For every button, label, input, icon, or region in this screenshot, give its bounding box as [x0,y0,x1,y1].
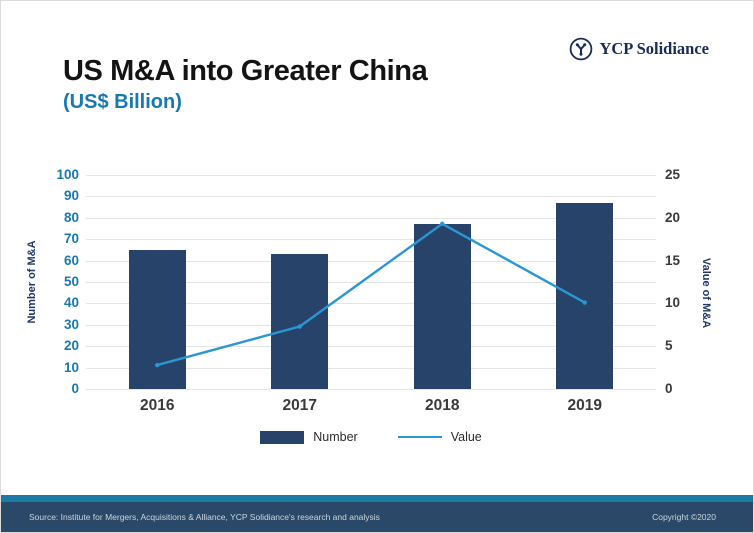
legend: Number Value [86,430,656,444]
gridline [86,346,656,348]
gridline [86,282,656,283]
x-axis-label-2017: 2017 [282,397,317,414]
left-axis-tick: 100 [56,167,79,182]
number-legend-swatch [260,430,305,444]
legend-item-value: Value [397,430,482,444]
x-axis-label-2019: 2019 [567,397,602,414]
left-axis-tick: 90 [63,188,79,204]
right-axis-tick: 20 [665,209,681,225]
gridline [86,367,656,369]
right-axis-tick: 10 [665,295,681,311]
footer: Source: Institute for Mergers, Acquisiti… [1,502,753,532]
left-axis-tick: 60 [63,252,79,268]
left-axis-tick: 0 [71,381,79,396]
left-axis-title: Number of M&A [26,240,38,324]
gridline [86,260,656,262]
bar-2019 [556,202,614,389]
left-axis-tick: 10 [63,359,79,375]
value-legend-swatch [397,435,442,439]
right-axis-tick: 25 [665,167,681,182]
legend-label-value: Value [450,430,482,444]
left-axis-tick: 70 [63,231,79,247]
page-subtitle: (US$ Billion) [63,91,182,113]
bar-2018 [413,224,471,389]
bar-2017 [271,254,329,389]
gridline [86,196,656,198]
right-axis-tick: 0 [665,381,673,396]
left-axis-tick: 40 [63,295,79,311]
x-axis-label-2018: 2018 [425,397,460,414]
company-logo: YCP Solidiance [569,37,709,61]
company-logo-text: YCP Solidiance [599,39,709,58]
source-note: Source: Institute for Mergers, Acquisiti… [29,512,380,522]
left-axis-tick: 50 [63,274,79,289]
value-line [155,221,587,368]
left-axis-tick: 20 [63,338,79,354]
ycp-logo-icon [569,37,593,61]
right-axis-tick: 5 [665,338,673,354]
legend-item-number: Number [260,430,358,444]
line-point [582,300,587,305]
gridline [86,389,656,390]
gridline [86,239,656,241]
gridline [86,175,656,176]
plot-area [86,175,656,390]
x-axis-label-2016: 2016 [140,397,175,414]
line-point [297,324,302,329]
line-point [155,362,160,368]
line-point [440,221,445,226]
page-title: US M&A into Greater China [63,55,428,87]
gridline [86,324,656,326]
legend-label-number: Number [313,430,358,444]
copyright: Copyright ©2020 [652,512,716,522]
gridline [86,217,656,219]
left-axis-tick: 80 [63,209,79,225]
gridline [86,303,656,305]
left-axis-tick: 30 [63,316,79,332]
footer-accent-stripe [1,495,753,502]
right-axis-tick: 15 [665,252,681,268]
